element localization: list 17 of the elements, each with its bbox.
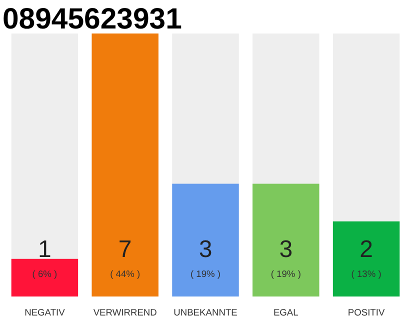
x-tick-label: NEGATIV [24, 308, 66, 318]
annotation: ( 19% ) [270, 269, 301, 280]
annotation: ( 6% ) [32, 269, 58, 280]
data-label: 3 [279, 236, 293, 264]
annotation: ( 13% ) [351, 269, 382, 280]
x-tick-label: UNBEKANNTE [174, 308, 238, 318]
annotation: ( 19% ) [190, 269, 221, 280]
data-label: 3 [198, 236, 212, 264]
x-tick-label: EGAL [273, 308, 298, 318]
data-label: 2 [360, 236, 373, 264]
data-label: 1 [38, 236, 52, 264]
annotation: ( 44% ) [110, 269, 140, 280]
bar [11, 258, 78, 296]
data-label: 7 [118, 236, 132, 264]
chart-title: 08945623931 [2, 2, 182, 36]
x-tick-label: VERWIRREND [93, 308, 158, 318]
x-tick-label: POSITIV [348, 308, 386, 318]
